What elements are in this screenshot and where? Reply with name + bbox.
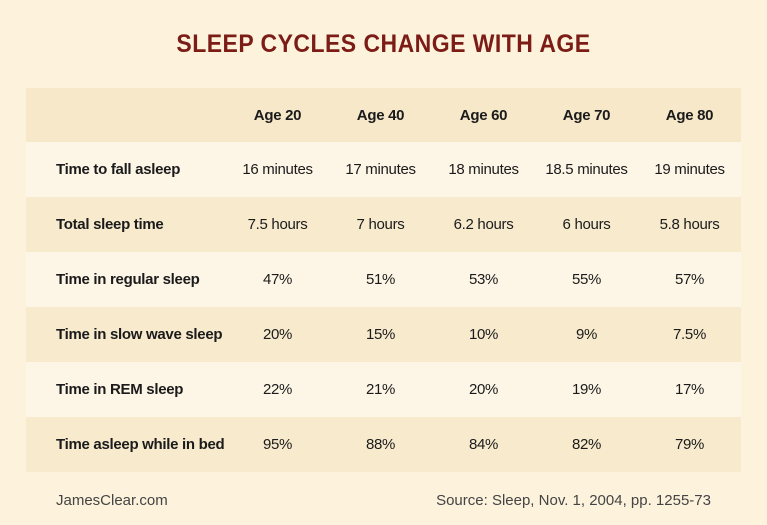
table-cell: 5.8 hours — [659, 216, 720, 233]
table-cell: 7.5% — [673, 326, 706, 343]
table-row: Total sleep time 7.5 hours 7 hours 6.2 hour… — [26, 197, 741, 252]
table-cell: 6.2 hours — [453, 216, 514, 233]
table-cell: 79% — [674, 436, 705, 453]
table-cell: 17% — [674, 381, 705, 398]
table-cell: 21% — [365, 381, 396, 398]
table-cell: 19 minutes — [654, 161, 725, 178]
table-cell: 16 minutes — [242, 161, 313, 178]
column-header: Age 60 — [459, 106, 508, 124]
column-header: Age 80 — [665, 106, 714, 124]
table-cell: 15% — [365, 326, 396, 343]
brand-text: JamesClear.com — [56, 492, 168, 509]
table-cell: 53% — [468, 271, 499, 288]
table-cell: 47% — [262, 271, 293, 288]
table-cell: 82% — [571, 436, 602, 453]
table-row: Time in slow wave sleep 20% 15% 10% 9% 7.5% — [26, 307, 741, 362]
table-cell: 6 hours — [562, 216, 611, 233]
page-title: SLEEP CYCLES CHANGE WITH AGE — [176, 30, 591, 58]
table-cell: 18 minutes — [448, 161, 519, 178]
table-cell: 18.5 minutes — [545, 161, 628, 178]
row-label: Time in REM sleep — [56, 381, 184, 398]
table-cell: 95% — [262, 436, 293, 453]
table-cell: 84% — [468, 436, 499, 453]
table-row: Time asleep while in bed 95% 88% 84% 82% 79% — [26, 417, 741, 472]
table-cell: 20% — [262, 326, 293, 343]
table-cell: 10% — [468, 326, 499, 343]
table-cell: 17 minutes — [345, 161, 416, 178]
table-row: Time in regular sleep 47% 51% 53% 55% 57% — [26, 252, 741, 307]
table-cell: 19% — [571, 381, 602, 398]
source-text: Source: Sleep, Nov. 1, 2004, pp. 1255-73 — [436, 492, 711, 509]
table-row: Time in REM sleep 22% 21% 20% 19% 17% — [26, 362, 741, 417]
header-row: Age 20 Age 40 Age 60 Age 70 Age 80 — [26, 88, 741, 142]
column-header: Age 70 — [562, 106, 611, 124]
row-label: Time asleep while in bed — [56, 436, 225, 453]
table-cell: 57% — [674, 271, 705, 288]
header-corner — [26, 88, 226, 142]
table-cell: 9% — [575, 326, 598, 343]
row-label: Time to fall asleep — [56, 161, 181, 178]
column-header: Age 40 — [356, 106, 405, 124]
table-cell: 51% — [365, 271, 396, 288]
table-cell: 55% — [571, 271, 602, 288]
table-cell: 20% — [468, 381, 499, 398]
row-label: Total sleep time — [56, 216, 164, 233]
table-cell: 88% — [365, 436, 396, 453]
table-row: Time to fall asleep 16 minutes 17 minutes 1… — [26, 142, 741, 197]
table-cell: 7.5 hours — [247, 216, 308, 233]
row-label: Time in regular sleep — [56, 271, 200, 288]
column-header: Age 20 — [253, 106, 302, 124]
sleep-table: Age 20 Age 40 Age 60 Age 70 Age 80 Time to f… — [26, 88, 741, 472]
table-cell: 22% — [262, 381, 293, 398]
table-cell: 7 hours — [356, 216, 405, 233]
row-label: Time in slow wave sleep — [56, 326, 223, 343]
